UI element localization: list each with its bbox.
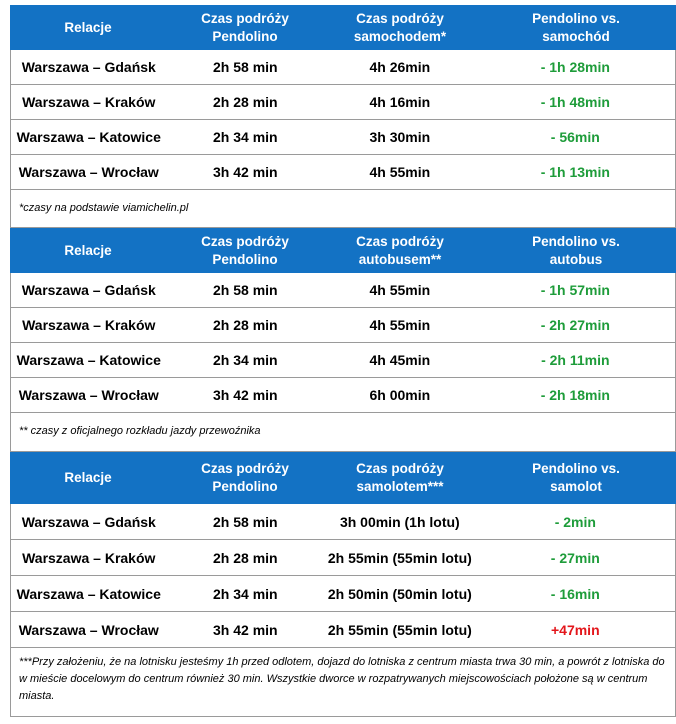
other-cell: 2h 50min (50min lotu) [327,585,472,602]
other-cell: 2h 55min (55min lotu) [327,621,472,638]
diff-cell: +47min [550,621,600,638]
header-diff: Pendolino vs. samolot [532,461,620,494]
pendolino-cell: 2h 34 min [213,585,278,602]
route-cell: Warszawa – Gdańsk [21,513,156,530]
table-row: Warszawa – Katowice 2h 34 min 2h 50min (… [11,575,675,611]
other-cell: 3h 30min [369,129,431,145]
pendolino-cell: 2h 58 min [213,282,278,298]
diff-cell: - 2min [554,513,596,530]
diff-cell: - 27min [550,549,600,566]
pendolino-cell: 2h 34 min [213,129,278,145]
route-cell: Warszawa – Kraków [22,549,156,566]
route-cell: Warszawa – Wrocław [18,387,159,403]
diff-cell: - 56min [550,129,600,145]
route-cell: Warszawa – Gdańsk [21,59,156,75]
header-other: Czas podróży samolotem*** [356,461,444,494]
table-header: Relacje Czas podróży Pendolino Czas podr… [10,228,676,273]
other-cell: 4h 55min [369,164,431,180]
pendolino-cell: 3h 42 min [213,164,278,180]
pendolino-cell: 2h 34 min [213,352,278,368]
table-row: Warszawa – Kraków 2h 28 min 4h 55min - 2… [11,307,675,342]
route-cell: Warszawa – Katowice [16,585,161,602]
other-cell: 4h 16min [369,94,431,110]
header-route: Relacje [64,242,112,258]
diff-cell: - 1h 28min [540,59,610,75]
other-cell: 3h 00min (1h lotu) [339,513,460,530]
footnote: ***Przy założeniu, że na lotnisku jesteś… [10,647,676,717]
diff-cell: - 1h 13min [540,164,610,180]
table-row: Warszawa – Gdańsk 2h 58 min 4h 26min - 1… [11,50,675,84]
pendolino-cell: 3h 42 min [213,387,278,403]
route-cell: Warszawa – Kraków [22,94,156,110]
header-other: Czas podróży autobusem** [356,233,444,267]
other-cell: 2h 55min (55min lotu) [327,549,472,566]
header-pendolino: Czas podróży Pendolino [201,233,289,267]
bus-comparison-table: Relacje Czas podróży Pendolino Czas podr… [10,228,676,452]
header-diff: Pendolino vs. samochód [532,10,620,44]
diff-cell: - 1h 48min [540,94,610,110]
footnote: ** czasy z oficjalnego rozkładu jazdy pr… [10,412,676,452]
table-row: Warszawa – Katowice 2h 34 min 4h 45min -… [11,342,675,377]
diff-cell: - 2h 18min [540,387,610,403]
other-cell: 4h 55min [369,317,431,333]
diff-cell: - 16min [550,585,600,602]
pendolino-cell: 3h 42 min [213,621,278,638]
other-cell: 4h 26min [369,59,431,75]
route-cell: Warszawa – Katowice [16,129,161,145]
header-route: Relacje [64,470,112,485]
table-row: Warszawa – Wrocław 3h 42 min 2h 55min (5… [11,611,675,647]
table-row: Warszawa – Gdańsk 2h 58 min 3h 00min (1h… [11,504,675,539]
route-cell: Warszawa – Katowice [16,352,161,368]
table-row: Warszawa – Gdańsk 2h 58 min 4h 55min - 1… [11,273,675,307]
header-route: Relacje [64,19,112,35]
diff-cell: - 2h 11min [541,352,610,368]
other-cell: 4h 55min [369,282,431,298]
diff-cell: - 1h 57min [540,282,610,298]
footnote: *czasy na podstawie viamichelin.pl [10,189,676,228]
header-diff: Pendolino vs. autobus [532,233,620,267]
pendolino-cell: 2h 28 min [213,549,278,566]
pendolino-cell: 2h 28 min [213,317,278,333]
table-header: Relacje Czas podróży Pendolino Czas podr… [10,5,676,50]
other-cell: 4h 45min [369,352,431,368]
header-other: Czas podróży samochodem* [353,10,447,44]
plane-comparison-table: Relacje Czas podróży Pendolino Czas podr… [10,452,676,717]
table-row: Warszawa – Katowice 2h 34 min 3h 30min -… [11,119,675,154]
header-pendolino: Czas podróży Pendolino [201,461,289,494]
pendolino-cell: 2h 28 min [213,94,278,110]
table-header: Relacje Czas podróży Pendolino Czas podr… [10,452,676,504]
route-cell: Warszawa – Kraków [22,317,156,333]
route-cell: Warszawa – Wrocław [18,164,159,180]
pendolino-cell: 2h 58 min [213,513,278,530]
header-pendolino: Czas podróży Pendolino [201,10,289,44]
pendolino-cell: 2h 58 min [213,59,278,75]
table-row: Warszawa – Kraków 2h 28 min 2h 55min (55… [11,539,675,575]
route-cell: Warszawa – Gdańsk [21,282,156,298]
comparison-document: Relacje Czas podróży Pendolino Czas podr… [10,5,676,717]
table-row: Warszawa – Kraków 2h 28 min 4h 16min - 1… [11,84,675,119]
table-row: Warszawa – Wrocław 3h 42 min 4h 55min - … [11,154,675,189]
other-cell: 6h 00min [369,387,431,403]
route-cell: Warszawa – Wrocław [18,621,159,638]
table-row: Warszawa – Wrocław 3h 42 min 6h 00min - … [11,377,675,412]
car-comparison-table: Relacje Czas podróży Pendolino Czas podr… [10,5,676,228]
diff-cell: - 2h 27min [540,317,610,333]
